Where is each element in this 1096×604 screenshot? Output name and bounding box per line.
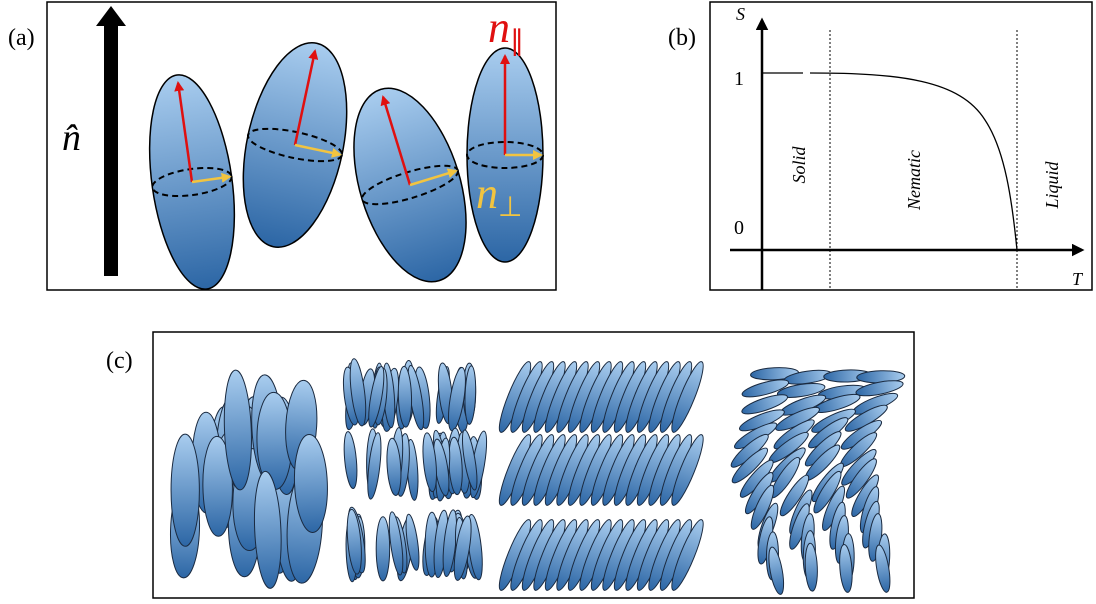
molecule xyxy=(804,543,818,591)
molecule xyxy=(171,434,199,546)
figure: (a) n̂ n∥ n⊥ (b) S T 1 0 Solid Nematic L… xyxy=(0,0,1096,604)
molecule xyxy=(467,48,543,262)
parallel-sub: ∥ xyxy=(510,26,524,57)
molecule xyxy=(137,69,246,294)
molecules xyxy=(137,33,543,295)
panel-label: (c) xyxy=(106,348,133,374)
panel-label: (a) xyxy=(8,25,35,51)
phase-label: Nematic xyxy=(904,150,924,211)
parallel-base: n xyxy=(488,3,510,52)
director-arrow-shaft xyxy=(104,24,118,276)
molecule xyxy=(376,517,390,581)
perpendicular-base: n xyxy=(476,169,498,218)
phase-label: Liquid xyxy=(1042,160,1062,209)
molecule xyxy=(226,33,363,256)
x-axis-label: T xyxy=(1072,269,1084,289)
y-tick-label: 1 xyxy=(734,68,744,90)
panel-a: (a) n̂ n∥ n⊥ xyxy=(8,2,556,295)
molecule xyxy=(333,75,487,295)
molecule xyxy=(342,431,359,489)
panel-b: (b) S T 1 0 Solid Nematic Liquid xyxy=(668,2,1092,290)
panel-border xyxy=(710,2,1092,290)
perpendicular-sub: ⊥ xyxy=(498,192,522,223)
parallel-label: n∥ xyxy=(488,3,524,57)
director-arrow-head xyxy=(96,6,126,26)
y-tick-label: 0 xyxy=(734,217,744,239)
panel-c: (c) xyxy=(106,332,914,598)
phase-illustrations xyxy=(169,358,905,596)
y-axis-label: S xyxy=(736,4,745,24)
director-label: n̂ xyxy=(62,117,81,159)
phase-label: Solid xyxy=(789,146,809,184)
panel-label: (b) xyxy=(668,25,696,51)
